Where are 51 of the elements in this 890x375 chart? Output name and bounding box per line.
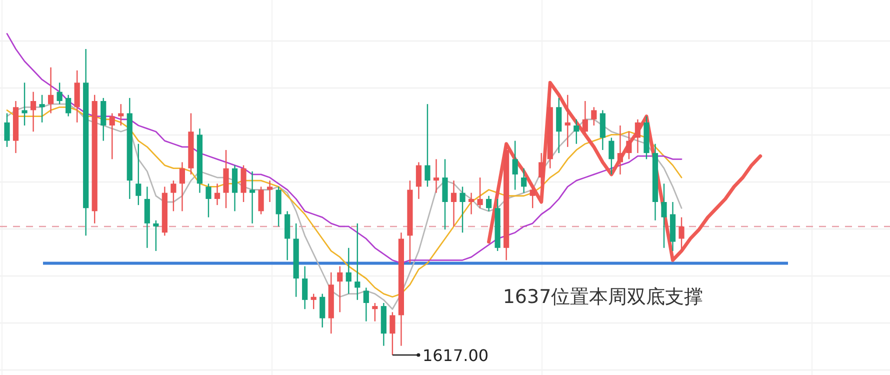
candlestick [337,266,343,313]
candlestick [310,293,316,310]
candlestick [206,183,212,218]
candlestick [582,100,588,136]
candlestick [538,152,544,184]
candlestick [468,192,474,215]
candlestick [118,103,124,126]
candlestick [267,180,273,203]
candlestick [424,103,430,188]
candlestick [433,158,440,194]
candlestick [136,143,142,206]
candlestick [486,195,492,212]
candlestick [153,220,159,252]
candlestick [170,180,176,212]
candlestick [678,216,684,252]
candlestick [416,162,422,200]
candlestick [574,118,580,144]
candlestick [521,168,527,194]
candlestick [390,312,396,356]
candlestick [320,293,326,328]
candlestick [626,131,632,160]
candlestick [591,106,597,126]
candlestick [512,140,518,190]
candlestick [66,94,72,117]
candlestick [564,94,570,148]
candlestick [179,162,186,212]
candlestick [363,287,369,322]
candlestick [354,222,360,301]
candlestick [30,91,36,132]
candlestick [258,186,264,215]
candlestick [214,183,220,206]
candlestick [346,247,352,294]
candlestick [634,118,641,154]
candlestick [661,183,667,248]
candlestick [302,266,308,310]
candlestick [48,66,54,114]
candlestick [39,94,45,124]
candlestick [372,302,378,322]
candlestick [56,82,62,105]
candlestick [4,112,10,148]
candlestick [617,124,623,176]
ref-line-label: 1637位置本周双底支撑 [502,286,704,308]
candlestick [608,137,614,176]
candlestick [460,186,466,234]
candlestick [109,112,115,160]
candlestick [249,170,256,224]
candlestick [22,82,28,126]
candlestick [530,186,536,209]
candlestick [477,176,483,209]
candlestick [450,180,457,228]
annotation: 1617.00 [422,346,489,365]
